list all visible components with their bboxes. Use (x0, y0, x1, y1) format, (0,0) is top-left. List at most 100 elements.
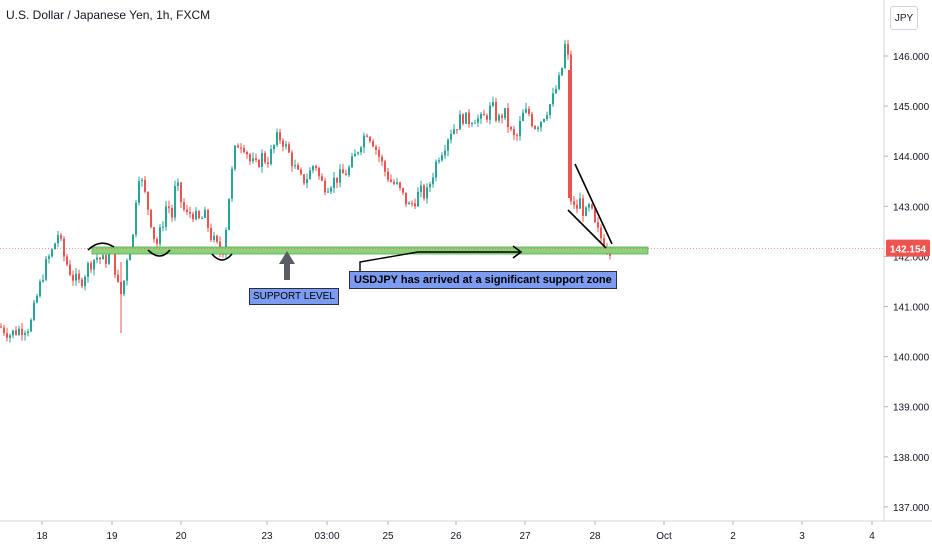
candle-body (492, 102, 494, 106)
candle-body (510, 127, 512, 130)
candle-body (306, 179, 308, 184)
candle-body (408, 203, 410, 205)
candle-body (225, 229, 227, 255)
candle-body (384, 161, 386, 172)
arrow-head-icon (512, 245, 523, 259)
candle-body (597, 222, 599, 228)
candle-body (39, 281, 41, 296)
candle-body (555, 89, 557, 94)
candle-body (441, 155, 443, 161)
candle-body (588, 204, 590, 208)
swing-marker (147, 249, 171, 257)
candle-body (546, 115, 548, 119)
candle-body (231, 168, 233, 199)
candle-body (300, 169, 302, 175)
candle-body (411, 203, 413, 205)
candle-body (552, 93, 554, 105)
candle-body (294, 165, 296, 167)
candle-body (240, 147, 242, 149)
candle-body (270, 149, 272, 164)
candle-body (18, 328, 20, 335)
candle-body (135, 202, 137, 235)
candle-body (93, 259, 95, 270)
candle-body (57, 235, 59, 244)
candle-body (297, 165, 299, 170)
candle-body (105, 255, 107, 264)
candle-body (273, 144, 275, 150)
candle-body (351, 156, 353, 168)
candle-body (540, 121, 542, 128)
candle-body (477, 118, 479, 123)
candle-body (0, 326, 2, 328)
price-tick-label: 137.000 (893, 503, 930, 514)
candle-body (312, 166, 314, 171)
candle-body (471, 123, 473, 125)
candle-body (186, 209, 188, 212)
candle-body (468, 112, 470, 125)
candles (0, 39, 611, 343)
time-tick-label: 27 (519, 531, 531, 542)
drop-candle (568, 70, 571, 198)
candle-body (27, 331, 29, 334)
candle-body (564, 44, 566, 68)
candle-body (402, 188, 404, 193)
candle-body (99, 257, 101, 260)
candle-body (432, 177, 434, 185)
wedge-upper-line (574, 163, 613, 245)
time-axis[interactable]: 18 19 20 23 03:00 25 26 27 28 Oct 2 3 4 (0, 520, 932, 542)
last-price-label: 142.154 (890, 245, 927, 256)
candle-body (279, 132, 281, 141)
support-zone-note[interactable]: USDJPY has arrived at a significant supp… (349, 271, 617, 289)
candle-body (249, 154, 251, 162)
candle-body (207, 209, 209, 228)
drawings (0, 163, 884, 280)
candle-body (21, 328, 23, 335)
last-price-marker (886, 239, 930, 257)
candle-body (333, 177, 335, 188)
candle-body (213, 235, 215, 241)
candle-body (204, 209, 206, 219)
time-tick-label: 4 (869, 531, 875, 542)
candle-body (3, 327, 5, 334)
candle-body (159, 227, 161, 244)
candle-body (234, 145, 236, 169)
candle-body (600, 227, 602, 239)
candle-body (447, 139, 449, 151)
candle-body (450, 133, 452, 140)
candle-body (519, 120, 521, 137)
candle-body (243, 148, 245, 152)
symbol-title[interactable]: U.S. Dollar / Japanese Yen, 1h, FXCM (6, 8, 211, 22)
candle-body (390, 179, 392, 182)
candle-body (429, 184, 431, 188)
candle-body (174, 185, 176, 218)
candle-body (147, 191, 149, 210)
price-axis[interactable]: 146.000 145.000 144.000 143.000 142.000 141.0… (883, 0, 930, 521)
candle-body (486, 115, 488, 120)
candle-body (171, 207, 173, 218)
time-tick-label: 28 (589, 531, 601, 542)
candle-body (483, 113, 485, 116)
candle-body (168, 206, 170, 208)
currency-button[interactable]: JPY (890, 6, 918, 30)
candle-body (594, 208, 596, 223)
candle-body (264, 153, 266, 163)
candle-body (78, 273, 80, 280)
candle-body (246, 151, 248, 155)
candle-body (579, 198, 581, 209)
candle-body (417, 191, 419, 207)
candle-body (525, 108, 527, 113)
candle-body (582, 198, 584, 216)
candle-body (465, 112, 467, 124)
candle-body (381, 156, 383, 162)
candle-body (372, 141, 374, 147)
candle-body (462, 114, 464, 124)
candle-body (342, 169, 344, 174)
support-zone-rect (91, 246, 649, 255)
support-level-note[interactable]: SUPPORT LEVEL (249, 288, 339, 305)
time-tick-label: 19 (106, 531, 118, 542)
candle-body (12, 330, 14, 336)
candle-body (114, 246, 116, 275)
candle-body (537, 127, 539, 129)
swing-marker (87, 242, 115, 251)
